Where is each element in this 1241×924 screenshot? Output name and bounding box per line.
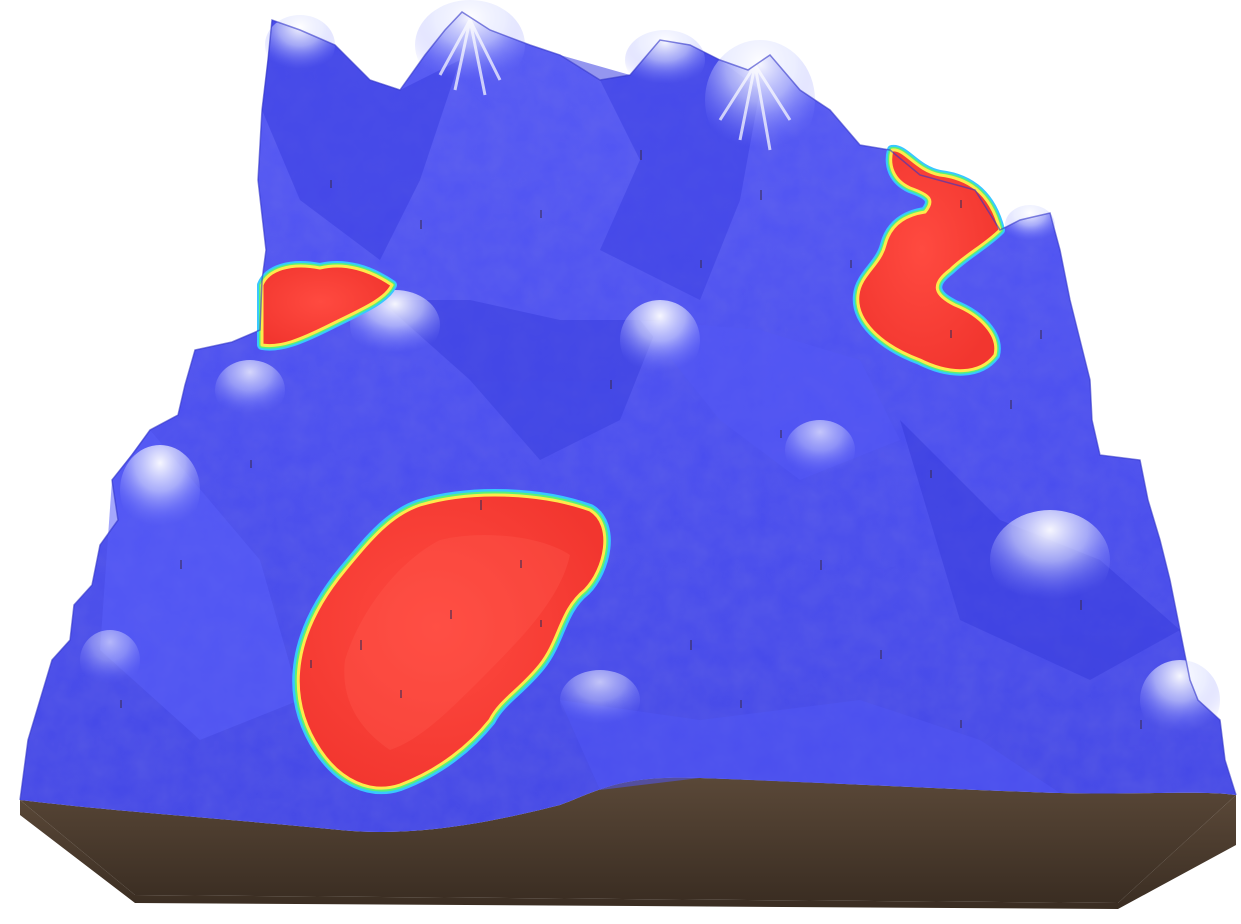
snow-ridges <box>80 0 1220 740</box>
upper-left-region <box>257 261 397 351</box>
terrain-edge <box>19 11 1237 801</box>
soil-base <box>20 795 1236 909</box>
terrain-specks <box>120 150 1142 729</box>
upper-right-region <box>852 145 1005 376</box>
soil-front-face <box>20 777 1236 903</box>
